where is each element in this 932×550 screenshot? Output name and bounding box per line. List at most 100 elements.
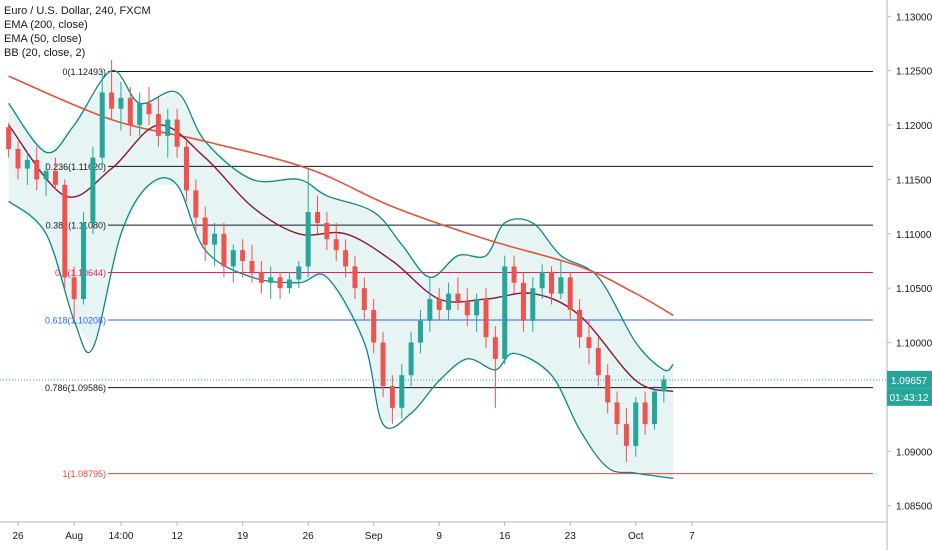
candle-body [586,337,592,348]
x-tick-label: 12 [172,531,184,542]
candle-body [343,250,349,267]
candle-body [623,424,629,446]
fib-level-label: 0(1.12493) [62,67,106,77]
bb-lower-line [8,177,674,480]
y-tick-label: 1.09000 [896,447,932,458]
candle-body [380,342,386,387]
candles [6,59,667,463]
candle-body [633,402,639,446]
bb-upper-line [8,70,674,372]
candle-body [642,402,648,425]
bollinger-band-fill [8,70,674,479]
y-tick-label: 1.11500 [896,175,932,186]
price-scale[interactable]: 1.13000 1.12500 1.12000 1.11500 1.11000 1.105… [887,12,932,513]
time-scale[interactable]: 26 Aug 14:00 12 19 26 Sep 9 16 23 Oct 7 [12,522,695,542]
fib-level-label: 0.382(1.11080) [46,221,106,231]
candle-body [277,277,283,289]
candle-body [183,146,189,191]
candle-body [34,159,40,180]
fib-level-label: 0.618(1.10208) [45,315,106,325]
candle-body [651,391,657,425]
candle-body [605,375,611,403]
candle-body [436,299,442,310]
candle-body [81,222,87,300]
candle-body [511,266,517,283]
ema200-line [8,75,674,317]
last-price-badges: 1.09657 01:43:12 [0,370,932,406]
x-tick-label: 19 [237,531,249,542]
x-tick-label: 26 [303,531,315,542]
candle-body [474,299,480,316]
candle-body [455,293,461,302]
candle-body [502,266,508,359]
y-tick-label: 1.10500 [896,284,932,295]
candle-body [530,288,536,321]
x-tick-label: Oct [628,531,644,542]
candle-body [43,170,49,180]
fib-level-label: 0.236(1.11620) [46,162,106,172]
candle-body [539,271,545,289]
candle-body [90,157,96,223]
x-tick-label: 9 [436,531,442,542]
candle-body [577,309,583,338]
countdown-badge-bg [887,388,932,406]
candle-body [24,159,30,169]
candle-body [315,212,321,223]
candle-body [258,271,264,283]
x-tick-label: Sep [365,531,383,542]
chart-legend: Euro / U.S. Dollar, 240, FXCM EMA (200, … [4,4,151,60]
candle-body [446,293,452,310]
candle-body [614,402,620,425]
fib-level-label: 1(1.08795) [62,469,106,479]
candle-body [249,261,255,272]
candle-body [127,97,133,126]
countdown-badge-text: 01:43:12 [890,393,929,404]
candle-body [109,92,115,109]
candle-body [595,348,601,376]
candle-body [118,97,124,109]
candle-body [99,92,105,158]
bb-legend[interactable]: BB (20, close, 2) [4,47,86,59]
y-tick-label: 1.08500 [896,502,932,513]
x-tick-label: Aug [65,531,83,542]
candle-body [464,301,470,316]
candle-body [146,103,152,115]
candle-body [240,250,246,261]
y-tick-label: 1.11000 [896,230,932,241]
candle-body [221,233,227,267]
last-price-badge-bg [887,370,932,389]
candle-body [661,379,667,392]
candle-body [520,282,526,321]
candle-body [286,279,292,289]
fib-level-label: 0.5(1.10644) [55,268,106,278]
fib-retracement[interactable]: 0(1.12493) 0.236(1.11620) 0.382(1.11080) 0.… [45,67,873,479]
symbol-title[interactable]: Euro / U.S. Dollar, 240, FXCM [4,5,151,17]
candle-body [71,277,77,300]
y-tick-label: 1.10000 [896,339,932,350]
x-tick-label: 23 [565,531,577,542]
bb-fill-area [8,70,674,479]
candle-body [352,266,358,289]
candle-body [155,114,161,136]
candle-body [15,148,21,169]
candle-body [174,119,180,147]
candle-body [333,239,339,251]
x-tick-label: 7 [689,531,695,542]
ema50-legend[interactable]: EMA (50, close) [4,33,82,45]
candle-body [230,250,236,267]
candle-body [6,127,12,149]
candle-body [212,233,218,245]
candle-body [427,299,433,321]
ema200-legend[interactable]: EMA (200, close) [4,19,88,31]
candle-body [305,212,311,267]
candle-body [567,277,573,310]
candle-body [492,337,498,359]
x-tick-label: 14:00 [108,531,133,542]
candle-body [408,342,414,376]
y-tick-label: 1.13000 [896,12,932,23]
candle-body [417,320,423,343]
candle-body [371,309,377,343]
x-tick-label: 16 [499,531,511,542]
